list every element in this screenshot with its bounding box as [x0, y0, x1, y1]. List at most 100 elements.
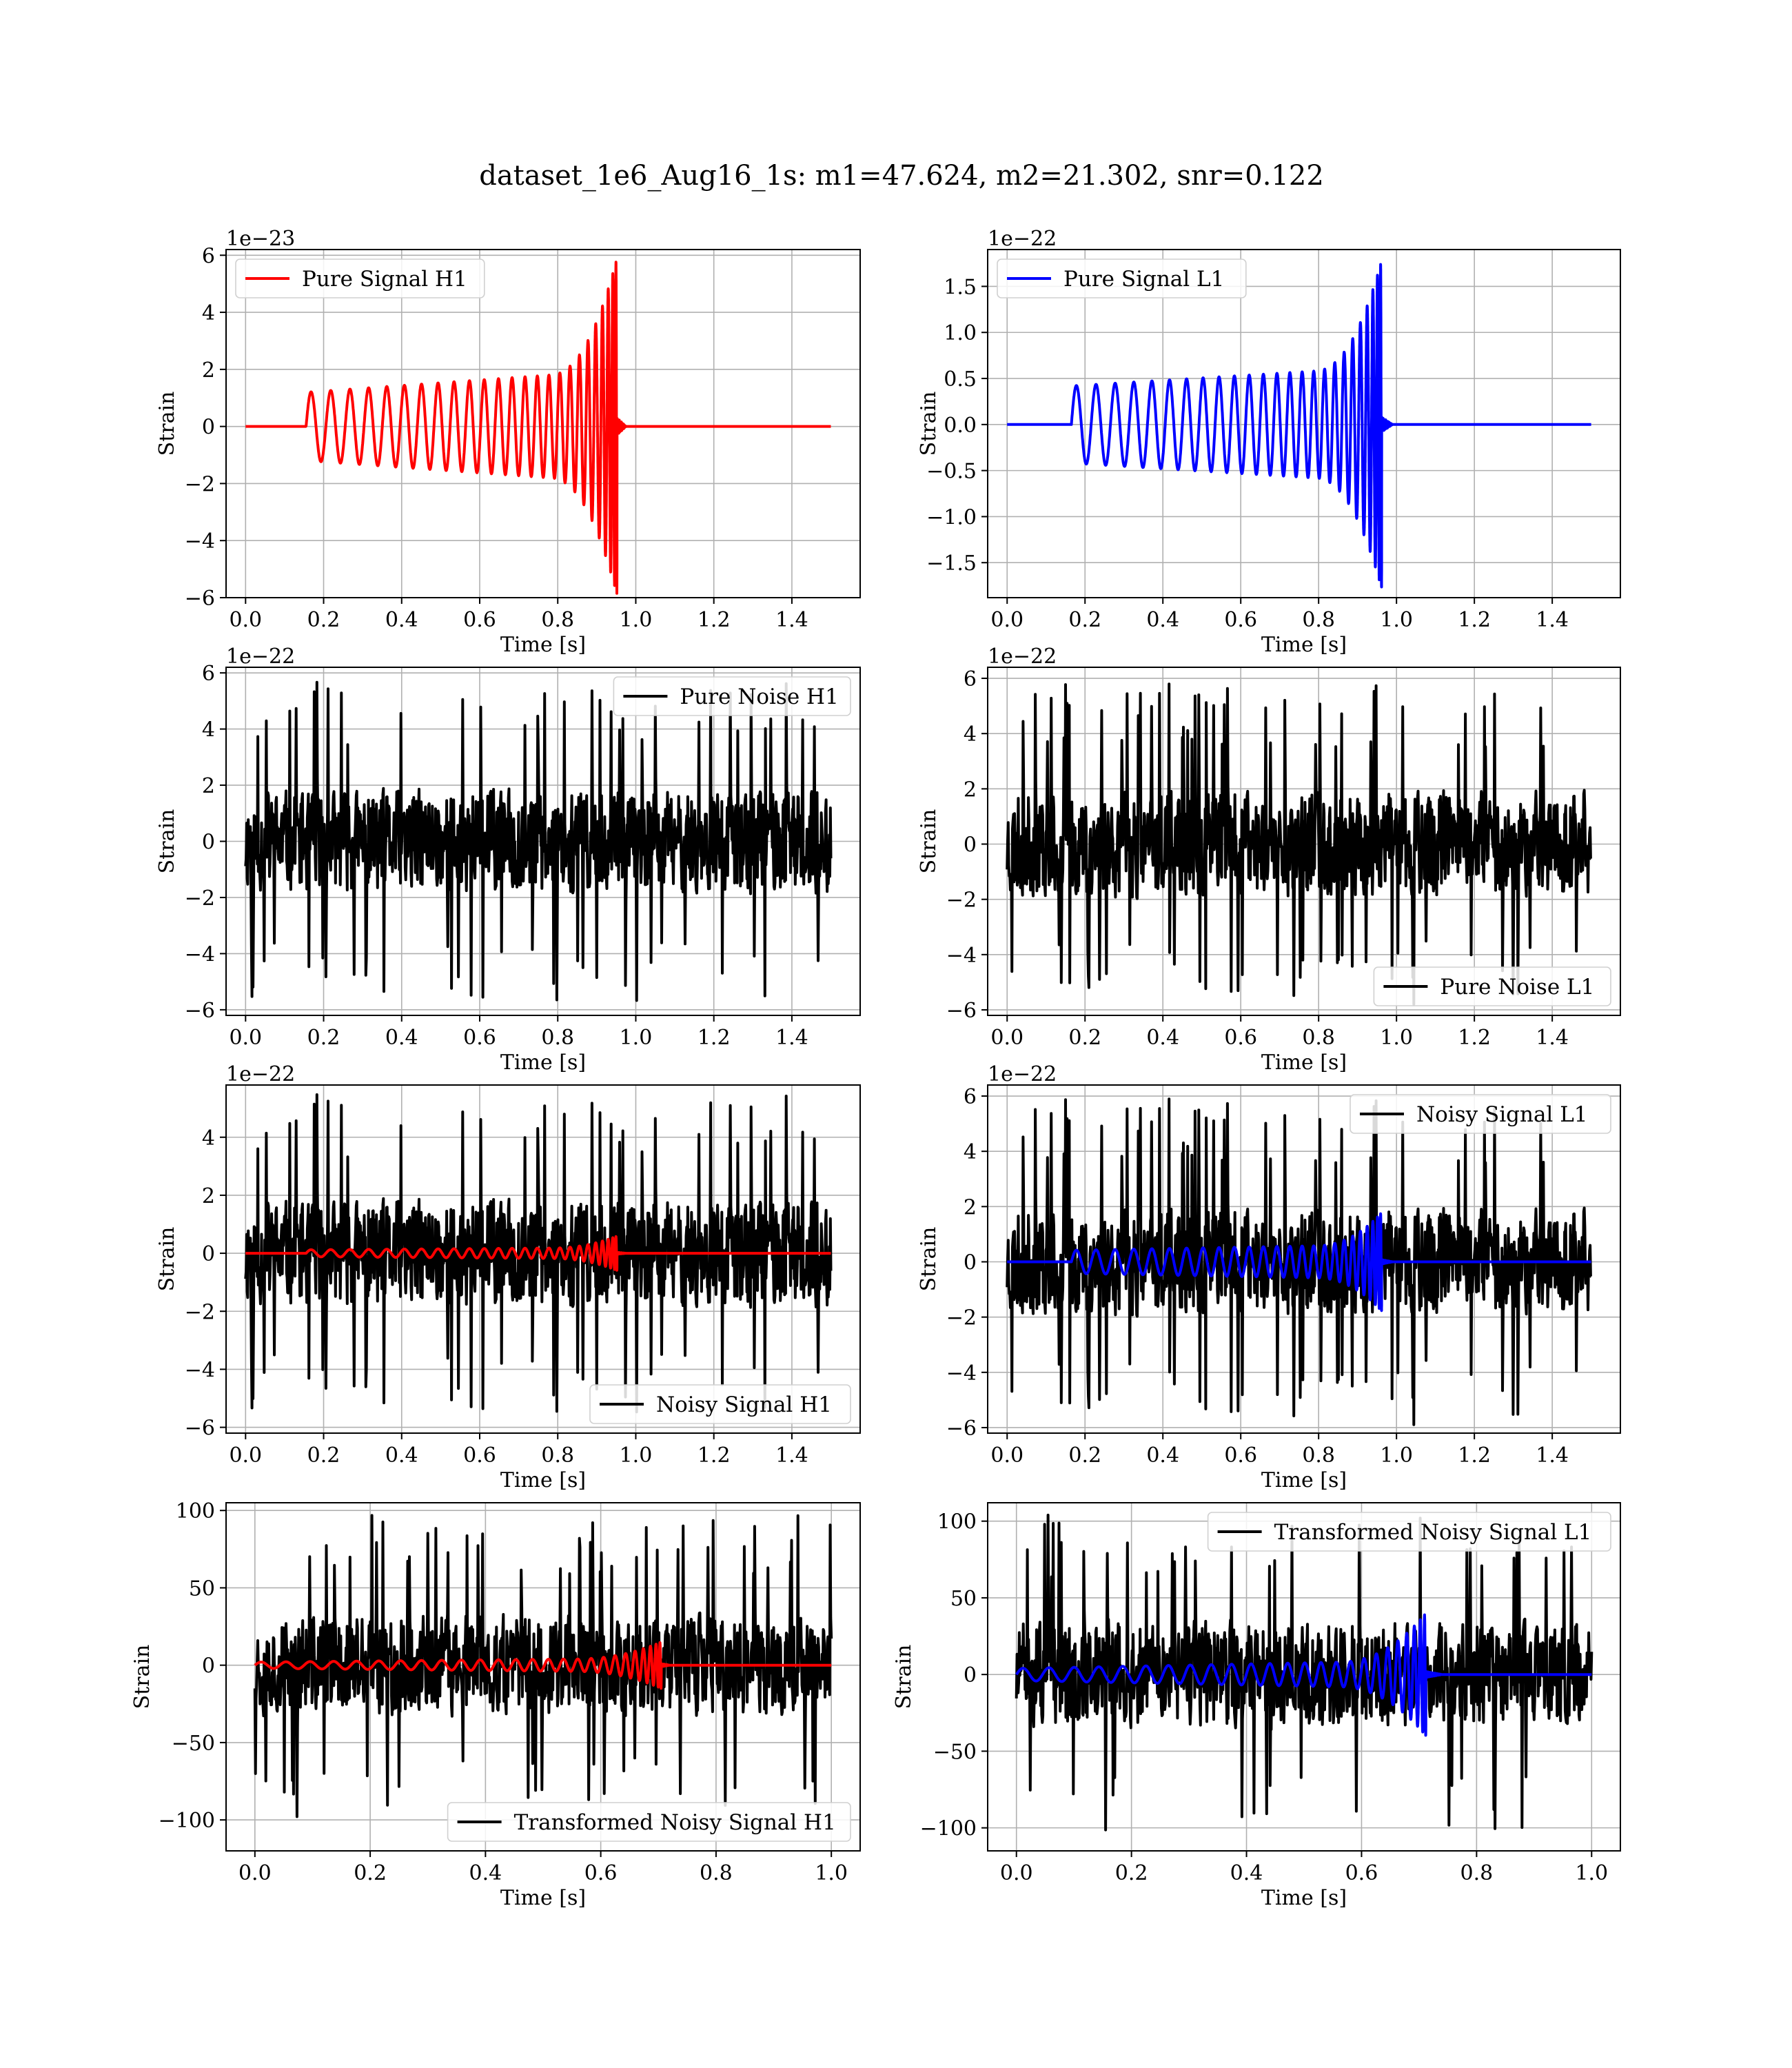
- x-axis-label: Time [s]: [500, 633, 586, 657]
- x-axis-label: Time [s]: [500, 1468, 586, 1492]
- legend-box: [447, 1802, 851, 1842]
- series-line-pure-noise-h1: [244, 680, 833, 1002]
- legend-label: Noisy Signal H1: [656, 1392, 832, 1417]
- x-tick-label: 0.8: [541, 608, 574, 632]
- x-tick-label: 1.2: [1458, 608, 1491, 632]
- x-tick-label: 0.2: [307, 1026, 340, 1050]
- x-tick-label: 0.0: [990, 1026, 1024, 1050]
- y-tick-label: 100: [176, 1499, 215, 1523]
- y-offset-text: 1e−22: [988, 1062, 1057, 1086]
- x-tick-label: 0.4: [1146, 1026, 1179, 1050]
- x-tick-label: 0.6: [463, 608, 496, 632]
- y-tick-label: −50: [933, 1740, 977, 1764]
- y-tick-label: 4: [964, 722, 977, 747]
- x-tick-label: 1.4: [775, 1443, 808, 1468]
- y-tick-label: 2: [964, 778, 977, 802]
- y-tick-label: 4: [202, 718, 215, 742]
- series-line-overlay-1: [244, 1235, 833, 1272]
- x-tick-label: 1.0: [1380, 1026, 1413, 1050]
- y-tick-label: 0: [202, 1654, 215, 1679]
- legend-box: [1350, 1094, 1611, 1134]
- y-tick-label: 2: [202, 774, 215, 798]
- y-tick-label: 0.0: [944, 414, 977, 438]
- subplot-transformed-noisy-signal-l1: 0.0 0.2 0.4 0.6 0.8 1.0 −100 −50 0 50 100 Time [s] S…: [892, 1502, 1621, 1910]
- x-tick-label: 0.0: [990, 608, 1024, 632]
- x-tick-label: 0.6: [1224, 1443, 1257, 1468]
- x-axis-label: Time [s]: [1261, 1886, 1347, 1910]
- x-axis-label: Time [s]: [1261, 1051, 1347, 1075]
- x-tick-label: 0.0: [229, 1026, 262, 1050]
- y-tick-label: −2: [185, 472, 215, 496]
- y-offset-text: 1e−23: [226, 227, 295, 251]
- y-tick-label: 0.5: [944, 367, 977, 392]
- y-axis-label: Strain: [892, 1645, 916, 1710]
- x-tick-label: 1.4: [775, 1026, 808, 1050]
- y-tick-label: −6: [185, 999, 215, 1023]
- y-tick-label: 0: [964, 833, 977, 858]
- y-tick-label: 6: [202, 244, 215, 268]
- legend: Pure Signal L1: [997, 258, 1247, 298]
- y-tick-label: −6: [946, 999, 977, 1023]
- axes-frame: [225, 1084, 861, 1434]
- subplot-transformed-noisy-signal-h1: 0.0 0.2 0.4 0.6 0.8 1.0 −100 −50 0 50 100 Time [s] S…: [130, 1499, 861, 1910]
- y-axis-label: Strain: [155, 809, 179, 874]
- x-axis-label: Time [s]: [1261, 1468, 1347, 1492]
- y-tick-label: 2: [202, 1184, 215, 1208]
- legend-label: Pure Noise L1: [1440, 975, 1594, 1000]
- x-tick-label: 0.2: [354, 1861, 387, 1885]
- x-tick-label: 0.8: [700, 1861, 733, 1885]
- legend-label: Noisy Signal L1: [1416, 1102, 1588, 1127]
- x-tick-label: 1.2: [698, 1026, 731, 1050]
- series-line-transformed-noisy-signal-l1: [1015, 1513, 1594, 1832]
- x-tick-label: 0.4: [385, 608, 418, 632]
- y-tick-label: 50: [189, 1577, 215, 1601]
- y-tick-label: −100: [159, 1809, 215, 1833]
- y-tick-label: 0: [202, 416, 215, 440]
- x-axis-label: Time [s]: [1261, 633, 1347, 657]
- series-line-overlay-1: [1015, 1613, 1593, 1737]
- legend-box: [1207, 1512, 1611, 1552]
- y-offset-text: 1e−22: [988, 645, 1057, 669]
- series-line-pure-signal-l1: [1006, 263, 1593, 589]
- y-tick-label: 0: [202, 831, 215, 855]
- legend-box: [589, 1384, 851, 1424]
- x-axis-label: Time [s]: [500, 1886, 586, 1910]
- x-tick-label: 1.4: [1536, 1026, 1569, 1050]
- x-tick-label: 0.0: [229, 608, 262, 632]
- y-tick-label: 4: [964, 1140, 977, 1164]
- y-tick-label: −100: [920, 1817, 977, 1841]
- legend: Transformed Noisy Signal H1: [447, 1802, 851, 1842]
- x-tick-label: 1.0: [1380, 1443, 1413, 1468]
- y-tick-label: −6: [185, 587, 215, 611]
- y-tick-label: −4: [185, 529, 215, 554]
- legend: Transformed Noisy Signal L1: [1207, 1512, 1611, 1552]
- y-tick-label: −1.5: [926, 551, 977, 576]
- x-tick-label: 0.2: [1068, 608, 1101, 632]
- subplot-pure-noise-h1: 0.0 0.2 0.4 0.6 0.8 1.0 1.2 1.4 −6 −4 −2 0 2 4 6 Time […: [155, 645, 861, 1075]
- y-tick-label: 0: [202, 1242, 215, 1266]
- y-offset-text: 1e−22: [226, 645, 295, 669]
- x-tick-label: 0.2: [307, 1443, 340, 1468]
- legend: Pure Noise H1: [613, 676, 851, 716]
- axes-frame: [987, 1502, 1621, 1852]
- x-tick-label: 0.4: [1230, 1861, 1263, 1885]
- legend-box: [613, 676, 851, 716]
- y-axis-label: Strain: [130, 1645, 154, 1710]
- y-offset-text: 1e−22: [226, 1062, 295, 1086]
- x-tick-label: 0.4: [1146, 1443, 1179, 1468]
- y-offset-text: 1e−22: [988, 227, 1057, 251]
- subplot-pure-noise-l1: 0.0 0.2 0.4 0.6 0.8 1.0 1.2 1.4 −6 −4 −2 0 2 4 6 Time […: [917, 645, 1621, 1075]
- x-tick-label: 0.2: [1115, 1861, 1148, 1885]
- y-tick-label: 4: [202, 301, 215, 325]
- y-axis-label: Strain: [917, 392, 941, 456]
- series-line-noisy-signal-h1: [244, 1093, 833, 1414]
- x-tick-label: 1.2: [698, 1443, 731, 1468]
- x-tick-label: 0.0: [238, 1861, 272, 1885]
- x-tick-label: 0.4: [1146, 608, 1179, 632]
- y-tick-label: −2: [946, 889, 977, 913]
- legend: Pure Signal H1: [235, 258, 485, 298]
- legend-box: [997, 258, 1247, 298]
- x-tick-label: 1.0: [620, 1443, 653, 1468]
- y-axis-label: Strain: [917, 809, 941, 874]
- x-tick-label: 0.8: [1460, 1861, 1494, 1885]
